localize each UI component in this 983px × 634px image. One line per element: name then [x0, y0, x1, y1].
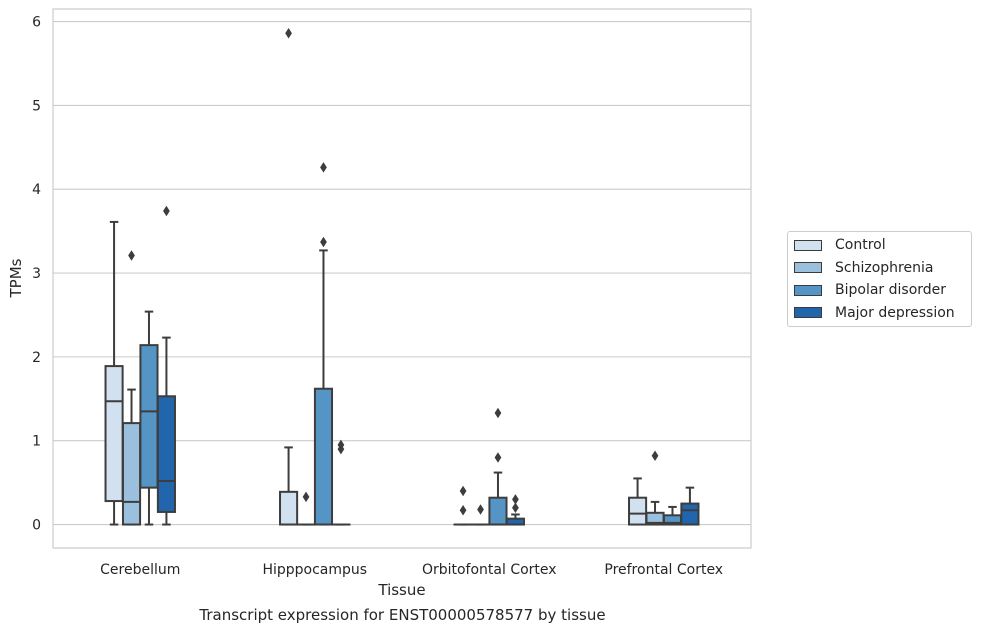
x-tick-label: Hipppocampus — [262, 562, 367, 578]
box-major-depression — [156, 205, 176, 526]
box-schizophrenia — [296, 491, 316, 526]
outlier-point — [651, 450, 659, 462]
box-schizophrenia — [645, 450, 665, 526]
outlier-point — [512, 494, 519, 505]
legend: Control Schizophrenia Bipolar disorder Majo… — [787, 231, 972, 327]
legend-label: Bipolar disorder — [835, 282, 947, 298]
y-tick-label: 2 — [32, 350, 41, 366]
box-bipolar-disorder — [488, 407, 508, 526]
outlier-point — [285, 28, 292, 39]
y-axis-title: TPMs — [7, 258, 25, 298]
box-plots — [104, 28, 700, 526]
y-tick-label: 3 — [32, 266, 41, 282]
box-bipolar-disorder — [313, 162, 334, 526]
legend-item: Bipolar disorder — [794, 280, 946, 300]
box-iqr — [156, 395, 176, 513]
box-control — [104, 220, 124, 526]
y-tick-label: 0 — [32, 518, 41, 534]
legend-item: Schizophrenia — [794, 258, 933, 278]
outlier-point — [337, 443, 345, 455]
legend-label: Control — [835, 237, 886, 253]
legend-item: Major depression — [794, 303, 955, 323]
outlier-point — [512, 502, 519, 514]
legend-label: Schizophrenia — [835, 259, 934, 276]
box-control — [453, 485, 473, 526]
box-control — [279, 28, 299, 526]
plot-frame — [52, 8, 752, 549]
legend-swatch — [794, 307, 822, 318]
box-bipolar-disorder — [139, 310, 159, 526]
box-control — [628, 477, 648, 526]
legend-swatch — [794, 262, 822, 273]
outlier-point — [494, 407, 502, 419]
y-tick-labels: 0 1 2 3 4 5 6 — [32, 15, 41, 534]
legend-item: Control — [794, 235, 886, 255]
outlier-point — [320, 162, 327, 173]
chart-caption: Transcript expression for ENST0000057857… — [199, 606, 606, 624]
y-tick-label: 5 — [32, 98, 41, 114]
box-schizophrenia — [470, 504, 491, 526]
y-tick-label: 1 — [32, 434, 41, 450]
outlier-point — [302, 491, 310, 503]
box-iqr — [488, 496, 508, 526]
outlier-point — [163, 205, 170, 217]
outlier-point — [459, 485, 467, 497]
outlier-point — [459, 505, 467, 516]
legend-label: Major depression — [835, 304, 955, 321]
outlier-point — [128, 250, 135, 261]
outlier-point — [477, 504, 484, 515]
outlier-point — [320, 236, 327, 248]
box-iqr — [121, 422, 142, 526]
box-bipolar-disorder — [662, 505, 683, 526]
box-major-depression — [680, 486, 700, 526]
box-iqr — [139, 344, 159, 489]
x-tick-label: Cerebellum — [100, 562, 180, 578]
legend-swatch — [794, 239, 822, 251]
outlier-point — [494, 452, 502, 463]
x-tick-labels: Cerebellum Hipppocampus Orbitofontal Corte… — [100, 562, 723, 578]
box-major-depression — [505, 494, 525, 526]
x-tick-label: Orbitofontal Cortex — [422, 562, 557, 578]
x-axis-title: Tissue — [377, 581, 425, 599]
box-iqr — [279, 490, 299, 526]
y-tick-label: 6 — [32, 15, 41, 31]
box-schizophrenia — [121, 250, 142, 526]
box-iqr — [104, 365, 124, 503]
box-iqr — [313, 387, 334, 526]
box-iqr — [680, 502, 700, 526]
x-tick-label: Prefrontal Cortex — [604, 562, 723, 578]
box-iqr — [628, 496, 648, 526]
legend-swatch — [794, 284, 822, 296]
y-tick-label: 4 — [32, 182, 41, 198]
box-major-depression — [331, 439, 351, 526]
